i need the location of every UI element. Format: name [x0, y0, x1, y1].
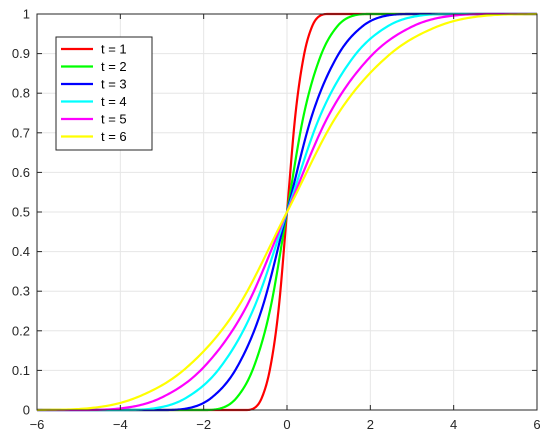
legend-label: t = 5 [101, 112, 127, 127]
axes-box [36, 13, 538, 411]
legend: t = 1 t = 2 t = 3 t = 4 t = 5 t = 6 [55, 36, 153, 151]
legend-box [55, 36, 153, 151]
y-tick-label: 0 [23, 403, 30, 418]
x-tick-label: 2 [367, 417, 374, 432]
x-tick-label: 4 [450, 417, 457, 432]
x-tick-label: −4 [113, 417, 128, 432]
x-tick-label: −2 [196, 417, 211, 432]
y-tick-label: 0.8 [12, 86, 30, 101]
x-tick-label: −6 [30, 417, 45, 432]
y-tick-label: 0.7 [12, 125, 30, 140]
legend-label: t = 3 [101, 77, 127, 92]
axes: −6 −4 −2 0 2 4 6 0 0.1 0.2 0.3 0.4 0.5 0.6 0.7 0.8 0.9 1 [12, 7, 541, 433]
y-tick-label: 0.6 [12, 165, 30, 180]
legend-label: t = 6 [101, 129, 127, 144]
y-tick-label: 0.9 [12, 46, 30, 61]
legend-label: t = 4 [101, 94, 127, 109]
legend-label: t = 1 [101, 42, 127, 57]
x-tick-label: 6 [533, 417, 540, 432]
y-tick-label: 1 [23, 7, 30, 22]
y-tick-label: 0.4 [12, 244, 30, 259]
x-tick-label: 0 [283, 417, 290, 432]
y-tick-label: 0.3 [12, 284, 30, 299]
y-tick-label: 0.2 [12, 323, 30, 338]
legend-label: t = 2 [101, 59, 127, 74]
series-line-6 [36, 12, 538, 412]
series-layer [36, 12, 538, 412]
y-tick-label: 0.1 [12, 363, 30, 378]
y-tick-label: 0.5 [12, 205, 30, 220]
